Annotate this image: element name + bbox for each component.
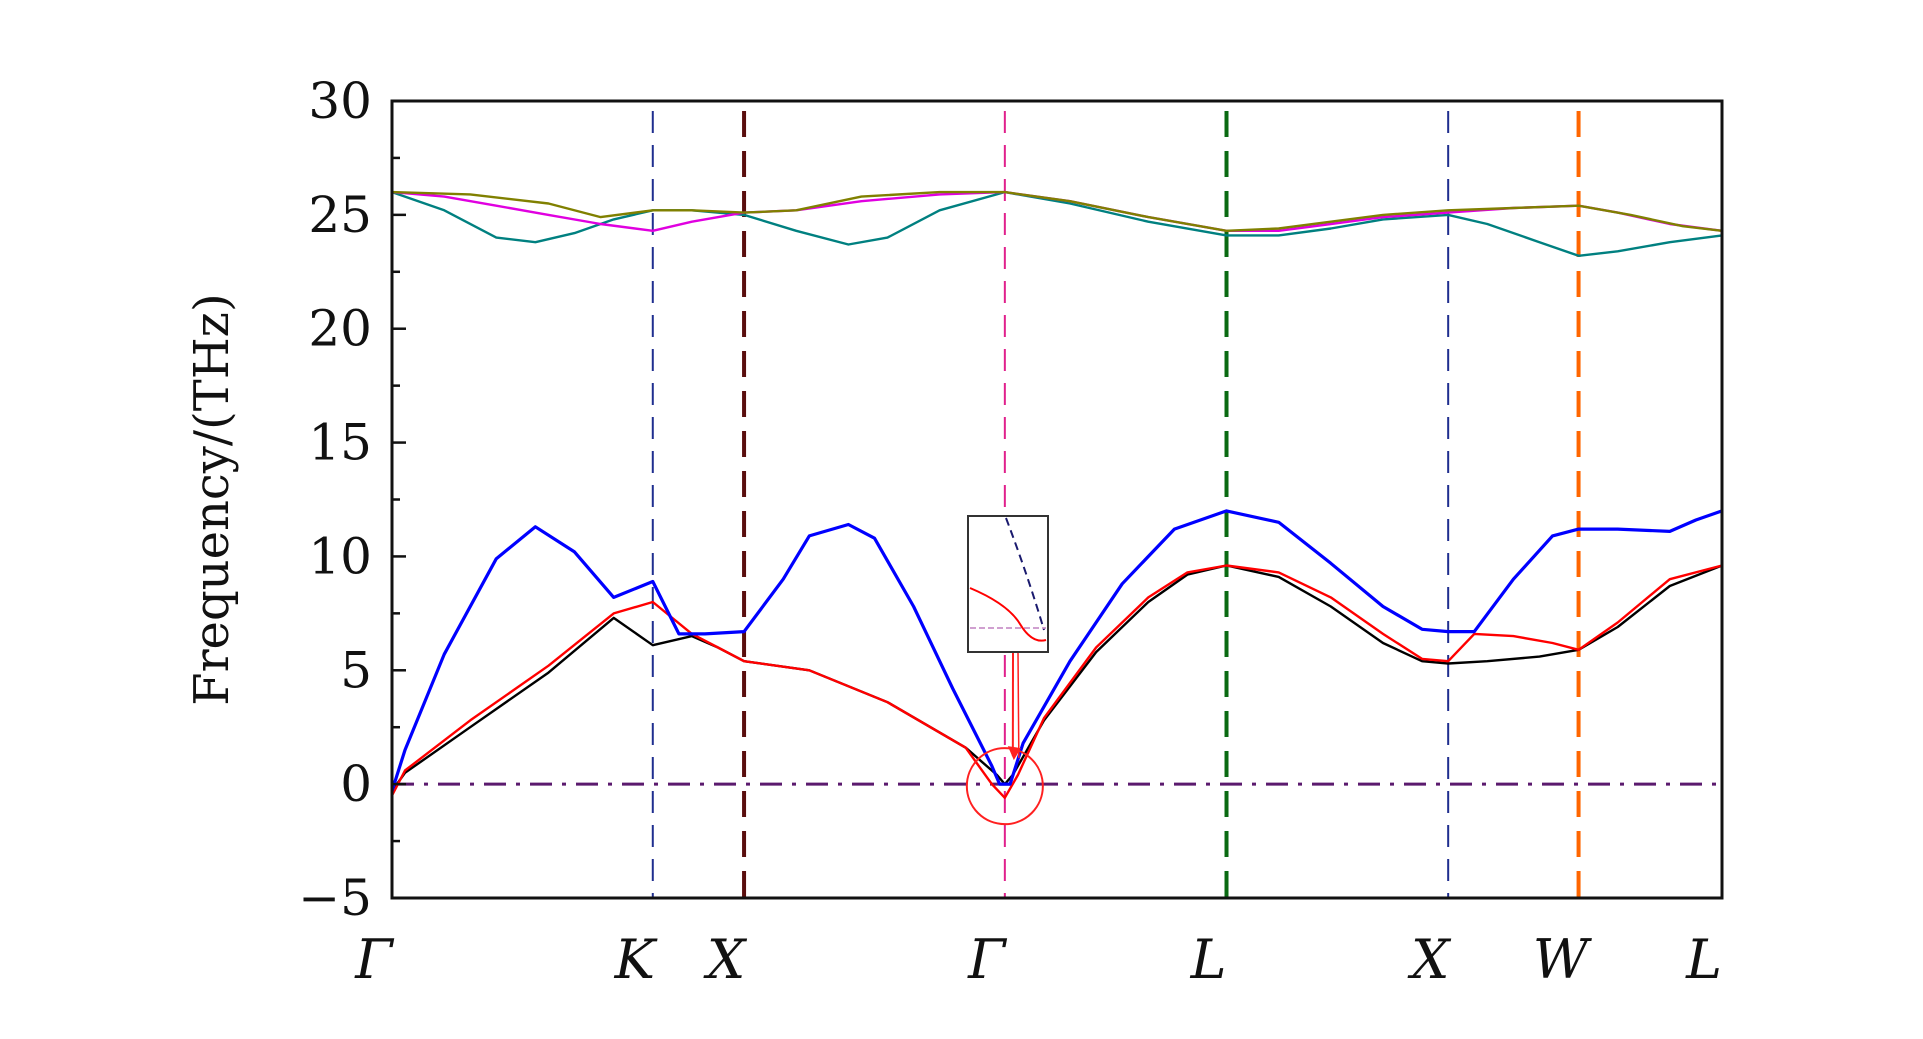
inset-blue-curve (1005, 517, 1045, 631)
y-tick-label: 5 (340, 641, 372, 699)
dispersion-curves (390, 190, 1723, 799)
y-tick-label: 30 (308, 72, 372, 130)
x-symmetry-label: X (703, 928, 748, 991)
x-symmetry-label: L (1685, 928, 1722, 991)
y-tick-label: 20 (308, 300, 372, 358)
x-symmetry-label: L (1190, 928, 1227, 991)
y-tick-label: −5 (298, 869, 372, 927)
y-axis-ticks: −5 0 5 10 15 20 25 30 (298, 72, 372, 927)
dispersion-branch-3 (391, 190, 1723, 258)
y-tick-label: 10 (308, 527, 372, 585)
y-tick-label: 15 (308, 414, 372, 472)
y-tick-label: 25 (308, 186, 372, 244)
highlight-circle (965, 747, 1044, 826)
dispersion-branch-2 (390, 509, 1723, 792)
inset-pointer-line-2 (1017, 651, 1020, 759)
y-tick-label: 0 (340, 755, 372, 813)
high-symmetry-lines (651, 111, 1581, 898)
x-symmetry-label: K (614, 928, 658, 991)
inset-box (967, 515, 1049, 653)
x-symmetry-label: Γ (354, 928, 395, 991)
x-symmetry-label: Γ (967, 928, 1008, 991)
inset-red-curve (969, 587, 1047, 642)
inset-zoom (965, 515, 1049, 826)
plot-frame-rect (390, 99, 1724, 900)
x-symmetry-label: W (1533, 928, 1593, 991)
dispersion-branch-1 (390, 564, 1723, 799)
y-axis-title: Frequency/(THz) (184, 293, 240, 705)
inset-pointer-arrow (1007, 746, 1021, 761)
plot-frame (390, 99, 1724, 900)
dispersion-branch-5 (391, 190, 1723, 233)
dispersion-branch-4 (391, 190, 1723, 233)
x-symmetry-label: X (1407, 928, 1452, 991)
dispersion-branch-0 (391, 564, 1723, 792)
